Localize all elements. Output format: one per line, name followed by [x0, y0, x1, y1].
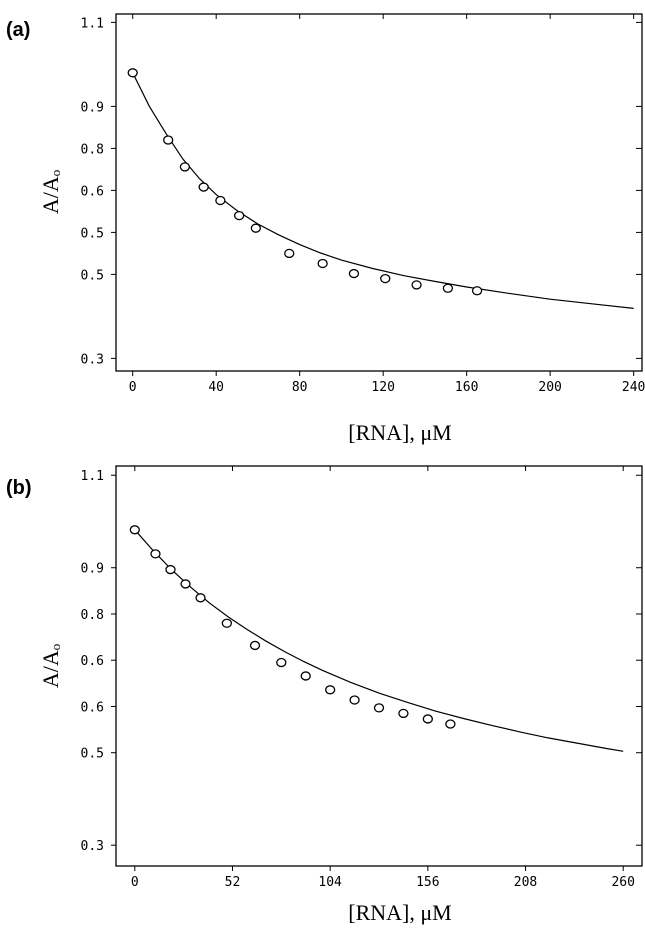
panel-b-y-ticks: 0.3 0.5 0.6 0.6 0.8 0.9 1.1: [81, 469, 642, 854]
y-tick-label: 0.3: [81, 352, 104, 367]
y-tick-label: 0.8: [81, 142, 104, 157]
data-point: [317, 258, 328, 269]
data-point: [180, 579, 191, 589]
panel-a-x-axis-title: [RNA], μM: [348, 420, 451, 445]
panel-a-y-ticks: 0.3 0.5 0.5 0.6 0.8 0.9 1.1: [81, 16, 642, 367]
panel-a-x-ticks: 0 40 80 120 160 200 240: [129, 14, 645, 395]
data-point: [442, 283, 454, 293]
x-tick-label: 104: [318, 875, 342, 890]
panel-b-label: (b): [6, 477, 32, 499]
y-tick-label: 0.5: [81, 747, 104, 762]
panel-a-y-axis-title: A/Aₒ: [38, 170, 63, 214]
x-tick-label: 0: [131, 875, 139, 890]
x-tick-label: 120: [371, 380, 394, 395]
y-tick-label: 0.8: [81, 608, 104, 623]
data-point: [411, 280, 422, 290]
data-point: [129, 525, 140, 535]
data-point: [398, 708, 409, 719]
x-tick-label: 80: [292, 380, 308, 395]
data-point: [422, 714, 433, 724]
x-tick-label: 0: [129, 380, 137, 395]
y-tick-label: 0.3: [81, 839, 104, 854]
y-tick-label: 0.6: [81, 654, 104, 669]
x-tick-label: 40: [208, 380, 224, 395]
x-tick-label: 160: [455, 380, 478, 395]
y-tick-label: 1.1: [81, 16, 104, 31]
panel-b: (b) 0 52 104 156 208 260 0.3 0.5 0.6 0.6 0.8 0.9 1.…: [6, 465, 643, 925]
panel-a-label: (a): [6, 19, 30, 41]
data-point: [179, 162, 191, 172]
panel-a-series: [127, 68, 634, 309]
panel-b-x-ticks: 0 52 104 156 208 260: [131, 466, 635, 890]
panel-a-plot-frame: [115, 13, 643, 372]
data-point: [195, 593, 206, 603]
data-point: [198, 182, 209, 192]
fit-curve: [134, 529, 624, 752]
panel-a: (a) 0 40 80 120 160 200 240 0.3 0.5 0.5 0.6 0.8 0.9…: [6, 13, 645, 445]
data-point: [234, 210, 245, 221]
fit-curve: [132, 72, 634, 309]
data-point: [163, 135, 174, 145]
x-tick-label: 52: [225, 875, 241, 890]
data-point: [471, 286, 483, 296]
data-point: [348, 268, 360, 279]
data-point: [221, 618, 232, 628]
data-point: [300, 671, 311, 681]
x-tick-label: 200: [538, 380, 561, 395]
data-point: [380, 273, 391, 284]
data-point: [373, 703, 385, 713]
data-point: [276, 657, 287, 668]
y-tick-label: 0.6: [81, 700, 104, 715]
y-tick-label: 0.5: [81, 268, 104, 283]
data-point: [349, 695, 360, 705]
y-tick-label: 0.9: [81, 100, 104, 115]
data-point: [284, 248, 295, 259]
panel-b-x-axis-title: [RNA], μM: [348, 900, 451, 925]
data-point: [215, 195, 226, 206]
data-point: [150, 549, 161, 559]
x-tick-label: 156: [416, 875, 439, 890]
x-tick-label: 240: [622, 380, 645, 395]
data-point: [249, 640, 261, 651]
y-tick-label: 0.6: [81, 184, 104, 199]
data-point: [325, 685, 336, 695]
data-point: [127, 68, 138, 78]
x-tick-label: 208: [514, 875, 537, 890]
panel-b-plot-frame: [115, 465, 643, 867]
x-tick-label: 260: [611, 875, 634, 890]
data-point: [165, 564, 176, 575]
y-tick-label: 0.9: [81, 562, 104, 577]
y-tick-label: 1.1: [81, 469, 104, 484]
data-point: [445, 719, 456, 729]
y-tick-label: 0.5: [81, 226, 104, 241]
data-point: [250, 223, 261, 233]
panel-b-series: [129, 525, 624, 752]
panel-b-y-axis-title: A/Aₒ: [38, 644, 63, 688]
